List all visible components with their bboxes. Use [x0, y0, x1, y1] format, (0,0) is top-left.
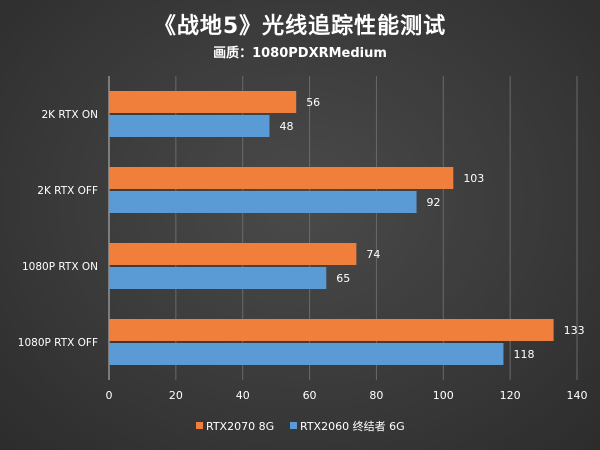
legend: RTX2070 8G RTX2060 终结者 6G — [196, 419, 405, 433]
chart-title: 《战地5》光线追踪性能测试 — [153, 14, 447, 39]
bar — [109, 267, 327, 289]
bar — [109, 343, 504, 365]
bar — [109, 167, 454, 189]
bar — [109, 319, 554, 341]
data-label: 48 — [279, 120, 293, 133]
legend-label: RTX2070 8G — [206, 420, 274, 433]
legend-swatch — [196, 422, 203, 429]
data-label: 118 — [513, 348, 534, 361]
x-tick-label: 100 — [433, 389, 454, 402]
data-label: 133 — [564, 324, 585, 337]
x-tick-label: 20 — [169, 389, 183, 402]
data-label: 92 — [427, 196, 441, 209]
bar — [109, 91, 297, 113]
data-label: 103 — [463, 172, 484, 185]
category-label: 2K RTX OFF — [37, 185, 98, 197]
bar — [109, 115, 270, 137]
category-label: 2K RTX ON — [42, 109, 99, 121]
category-label: 1080P RTX OFF — [18, 337, 98, 349]
x-tick-label: 60 — [303, 389, 317, 402]
x-tick-label: 80 — [369, 389, 383, 402]
bar — [109, 243, 357, 265]
data-label: 65 — [336, 272, 350, 285]
x-tick-label: 40 — [236, 389, 250, 402]
x-tick-label: 0 — [106, 389, 113, 402]
bars-layer — [109, 91, 554, 365]
legend-swatch — [290, 422, 297, 429]
labels-layer: 0 20 40 60 80 100 120 140 2K RTX ON 56 48 2K RTX OF… — [18, 96, 588, 402]
chart-subtitle: 画质：1080PDXRMedium — [213, 46, 387, 61]
data-label: 56 — [306, 96, 320, 109]
category-label: 1080P RTX ON — [22, 261, 98, 273]
x-tick-label: 120 — [500, 389, 521, 402]
legend-label: RTX2060 终结者 6G — [300, 419, 405, 433]
bar — [109, 191, 417, 213]
data-label: 74 — [366, 248, 380, 261]
x-tick-label: 140 — [567, 389, 588, 402]
